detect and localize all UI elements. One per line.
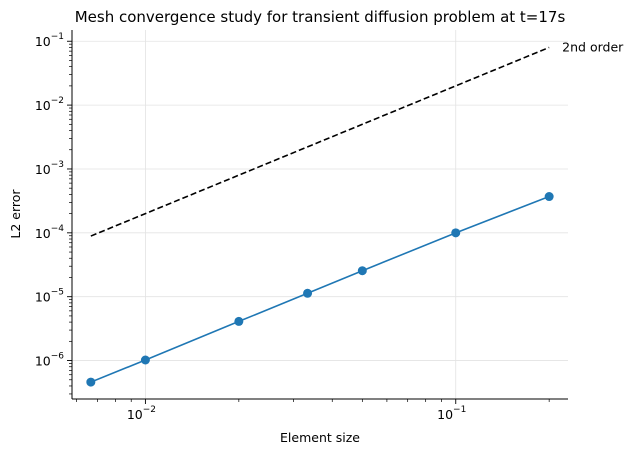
- slope-annotation: 2nd order: [562, 39, 624, 54]
- data-point: [140, 355, 150, 365]
- y-tick-label: 10−4: [35, 224, 64, 241]
- x-tick-label: 10−2: [127, 405, 156, 422]
- data-point: [234, 316, 244, 326]
- grid-lines: [72, 30, 568, 399]
- y-tick-label: 10−2: [35, 96, 64, 113]
- x-axis-label: Element size: [280, 430, 360, 445]
- y-tick-label: 10−3: [35, 160, 64, 177]
- annotations: 2nd order: [562, 39, 624, 54]
- y-tick-label: 10−5: [35, 288, 64, 305]
- y-tick-label: 10−6: [35, 352, 64, 369]
- data-point: [357, 266, 367, 276]
- reference-slope-line: [90, 46, 550, 237]
- plot-series: [86, 46, 554, 387]
- y-axis-label: L2 error: [8, 189, 23, 239]
- data-point: [86, 377, 96, 387]
- axes: [71, 30, 568, 400]
- x-tick-label: 10−1: [437, 405, 466, 422]
- chart-title: Mesh convergence study for transient dif…: [75, 8, 566, 26]
- data-point: [544, 192, 554, 202]
- error-series-line: [90, 195, 550, 383]
- y-tick-label: 10−1: [35, 32, 64, 49]
- data-point: [451, 228, 461, 238]
- data-point: [303, 288, 313, 298]
